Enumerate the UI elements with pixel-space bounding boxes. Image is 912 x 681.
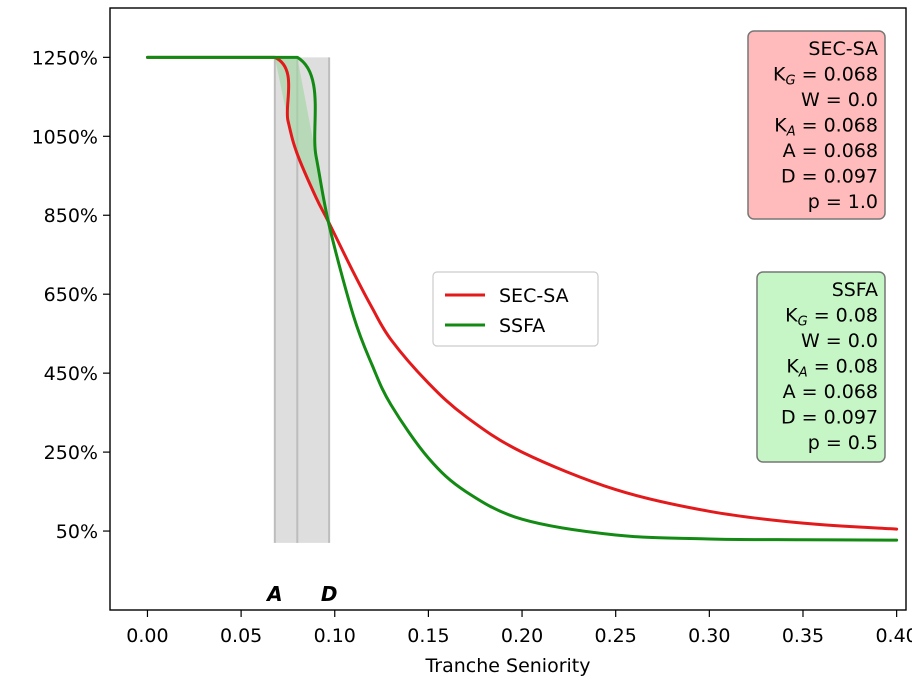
- info-box-line-base: K: [773, 64, 786, 86]
- x-tick-label: 0.05: [220, 625, 262, 647]
- info-box-line-base: D = 0.097: [781, 407, 878, 429]
- legend-frame: [432, 271, 599, 347]
- info-box-line-value: = 0.068: [796, 115, 878, 137]
- info-box-line-subscript: A: [798, 366, 808, 381]
- info-box-line: KA = 0.068: [774, 115, 878, 140]
- info-box-line-base: K: [786, 356, 799, 378]
- y-tick-label: 450%: [44, 363, 98, 385]
- info-box-line-base: K: [774, 115, 787, 137]
- info-box-line: p = 0.5: [808, 432, 878, 454]
- info-box-line: A = 0.068: [783, 140, 878, 162]
- info-box-line-base: A = 0.068: [783, 140, 878, 162]
- x-tick-label: 0.35: [782, 625, 824, 647]
- info-box-line: D = 0.097: [781, 166, 878, 188]
- info-box-line-base: D = 0.097: [781, 166, 878, 188]
- info-box-line-subscript: A: [786, 125, 796, 140]
- info-box-title: SEC-SA: [808, 38, 878, 60]
- legend-label-sec-sa: SEC-SA: [499, 285, 569, 307]
- info-box-line: W = 0.0: [801, 89, 878, 111]
- info-box-line-value: = 0.068: [796, 64, 878, 86]
- x-axis-label: Tranche Seniority: [424, 655, 590, 677]
- axes: 0.00 0.05 0.10 0.15 0.20 0.25 0.30 0.35 0.40 50% 2…: [32, 7, 912, 647]
- info-box-line-value: = 0.08: [808, 305, 878, 327]
- series-line-sec-sa: [145, 55, 899, 531]
- y-tick-label: 50%: [56, 521, 98, 543]
- info-box-line: W = 0.0: [801, 330, 878, 352]
- info-box-line-subscript: G: [786, 74, 796, 89]
- x-tick-label: 0.25: [595, 625, 637, 647]
- info-box-line: A = 0.068: [783, 381, 878, 403]
- info-box-title: SSFA: [832, 279, 878, 301]
- info-box-line-base: W = 0.0: [801, 89, 878, 111]
- x-tick-label: 0.20: [501, 625, 543, 647]
- x-tick-label: 0.15: [407, 625, 449, 647]
- info-box-line: KG = 0.068: [773, 64, 878, 89]
- x-tick-label: 0.30: [688, 625, 730, 647]
- shaded-regions: [273, 57, 331, 543]
- legend: SEC-SA SSFA: [432, 271, 599, 347]
- y-tick-label: 1050%: [32, 126, 98, 148]
- info-box-line: KA = 0.08: [786, 356, 878, 381]
- marker-label-a: A: [265, 582, 282, 606]
- info-box-line-subscript: G: [798, 315, 808, 330]
- y-tick-label: 650%: [44, 284, 98, 306]
- legend-label-ssfa: SSFA: [499, 315, 545, 337]
- info-box-line-base: K: [785, 305, 798, 327]
- info-box-line-value: = 0.08: [808, 356, 878, 378]
- info-box-frame: [747, 30, 886, 220]
- info-box-line: KG = 0.08: [785, 305, 878, 330]
- y-tick-label: 250%: [44, 442, 98, 464]
- series-line-ssfa: [145, 55, 899, 542]
- series-layer: [145, 55, 899, 542]
- info-box-line-base: A = 0.068: [783, 381, 878, 403]
- info-box-line: D = 0.097: [781, 407, 878, 429]
- info-box-line-base: p = 0.5: [808, 432, 878, 454]
- y-tick-label: 850%: [44, 205, 98, 227]
- plot-frame: [109, 7, 907, 611]
- x-tick-label: 0.00: [126, 625, 168, 647]
- info-box-line-base: W = 0.0: [801, 330, 878, 352]
- y-tick-label: 1250%: [32, 47, 98, 69]
- info-box-line-base: p = 1.0: [808, 191, 878, 213]
- x-tick-label: 0.10: [314, 625, 356, 647]
- x-tick-label: 0.40: [875, 625, 912, 647]
- marker-label-d: D: [321, 582, 338, 606]
- info-box-line: p = 1.0: [808, 191, 878, 213]
- info-box-frame: [756, 271, 886, 463]
